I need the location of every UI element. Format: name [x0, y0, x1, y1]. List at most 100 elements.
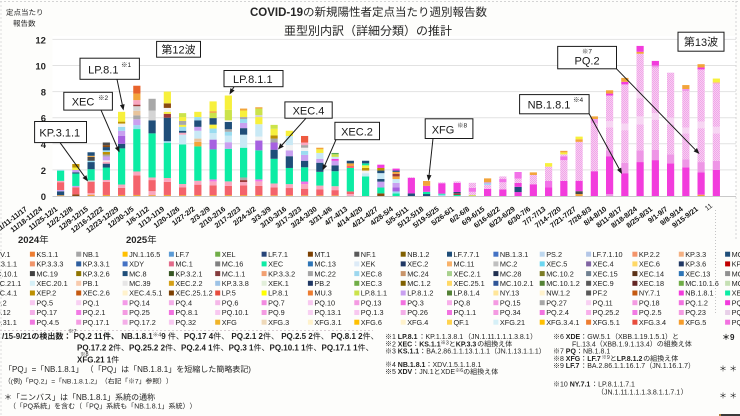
svg-text:NB.1.2: NB.1.2	[407, 250, 429, 259]
svg-text:KS.1.1: KS.1.1	[398, 349, 420, 356]
svg-text:XEC.14: XEC.14	[639, 269, 664, 278]
svg-text:PQ.2.5 2: PQ.2.5 2	[281, 332, 313, 341]
svg-text:6: 6	[560, 334, 564, 341]
svg-text:XDV.1.5.1.1.8.1: XDV.1.5.1.1.8.1	[433, 362, 482, 369]
svg-text:8: 8	[86, 352, 89, 358]
svg-text:COVID-19: COVID-19	[250, 7, 303, 19]
svg-text:11: 11	[704, 203, 714, 213]
svg-text:LF.7: LF.7	[587, 356, 601, 363]
svg-text:XFG.21 1: XFG.21 1	[77, 356, 112, 365]
svg-text:NY.13: NY.13	[500, 289, 519, 298]
svg-text:2025: 2025	[126, 235, 148, 246]
svg-text:MT.1: MT.1	[314, 250, 330, 259]
svg-text:MC.10.1.2: MC.10.1.2	[546, 279, 580, 288]
svg-text:MC.10.2: MC.10.2	[546, 269, 574, 278]
svg-text:XEC: XEC	[398, 341, 412, 348]
svg-text:4: 4	[158, 333, 161, 339]
svg-text:PQ.8.1 2: PQ.8.1 2	[331, 332, 363, 341]
svg-text:FL.13.4: FL.13.4	[572, 341, 596, 348]
svg-text:KS.1.1: KS.1.1	[419, 341, 441, 348]
svg-text:QF.1: QF.1	[454, 318, 469, 327]
svg-text:XE: XE	[732, 289, 740, 298]
svg-text:XFG.3.4.1: XFG.3.4.1	[546, 318, 579, 327]
svg-text:13: 13	[695, 37, 707, 49]
svg-text:XFG.4: XFG.4	[407, 318, 428, 327]
svg-text:KS.1.1: KS.1.1	[36, 250, 58, 259]
svg-text:): )	[20, 379, 22, 386]
svg-text:9: 9	[607, 355, 610, 361]
svg-text:7: 7	[560, 349, 564, 356]
svg-text:KP.1.1.3.8.1: KP.1.1.3.8.1	[426, 334, 464, 341]
svg-text:XEP.2: XEP.2	[36, 289, 56, 298]
svg-text:NB.1.8.1: NB.1.8.1	[134, 404, 161, 411]
svg-text:LP.8.1.1.7.1: LP.8.1.1.7.1	[598, 382, 635, 389]
svg-text:MC.19: MC.19	[36, 269, 58, 278]
svg-text:XEC.5: XEC.5	[546, 260, 567, 269]
svg-text:XDE: XDE	[441, 369, 456, 376]
svg-text:BA.2.86.1.1.16.1.7: BA.2.86.1.1.16.1.7	[587, 363, 645, 370]
svg-text:PQ.23: PQ.23	[685, 308, 706, 317]
svg-text:NB.1: NB.1	[83, 250, 99, 259]
svg-text:12: 12	[35, 35, 46, 46]
svg-text:PQ.34: PQ.34	[500, 308, 521, 317]
svg-text:NB.1.8.1: NB.1.8.1	[76, 393, 108, 402]
svg-text:PQ.2.5: PQ.2.5	[639, 308, 662, 317]
svg-text:MC.39: MC.39	[129, 279, 151, 288]
svg-text:LF.7.1.10: LF.7.1.10	[593, 250, 623, 259]
svg-text:PS.2: PS.2	[546, 250, 562, 259]
svg-text:PQ.10: PQ.10	[314, 298, 335, 307]
svg-text:MC.10.2.1: MC.10.2.1	[500, 279, 534, 288]
svg-text:KP.3.2.1: KP.3.2.1	[175, 269, 202, 278]
svg-text:MC.1: MC.1	[175, 260, 192, 269]
svg-text:XEC.21.1: XEC.21.1	[0, 279, 21, 288]
svg-text:PQ.6: PQ.6	[222, 298, 239, 307]
svg-text:PQ: PQ	[23, 404, 34, 411]
svg-text:8: 8	[41, 88, 46, 99]
svg-text:PQ.26: PQ.26	[407, 308, 428, 317]
svg-text:XEL: XEL	[222, 250, 236, 259]
svg-text:XFG.3.4: XFG.3.4	[639, 318, 666, 327]
svg-text:PQ.3 1: PQ.3 1	[229, 344, 254, 353]
svg-text:JN.1.16.1.7: JN.1.16.1.7	[652, 363, 688, 370]
svg-text:XDE: XDE	[566, 334, 581, 341]
svg-text:NB.1.8.1: NB.1.8.1	[398, 362, 426, 369]
svg-text:PQ.17 4: PQ.17 4	[184, 332, 214, 341]
svg-text:PQ.13: PQ.13	[361, 298, 382, 307]
svg-text:LP.8.1.4: LP.8.1.4	[454, 289, 480, 298]
svg-text:KP.3.3.2: KP.3.3.2	[268, 269, 295, 278]
svg-text:XEC.2: XEC.2	[341, 127, 373, 139]
svg-text:PQ: PQ	[102, 365, 114, 374]
svg-text:XEC.4: XEC.4	[293, 106, 325, 118]
svg-text:MC.28: MC.28	[500, 269, 522, 278]
svg-text:XFG: XFG	[222, 318, 237, 327]
svg-text:LF.7.7.1: LF.7.7.1	[454, 250, 480, 259]
svg-text:XEC.2: XEC.2	[407, 260, 428, 269]
svg-text:10: 10	[35, 62, 46, 73]
svg-text:5: 5	[392, 369, 396, 376]
svg-text:NB.1.8.1.2: NB.1.8.1.2	[62, 379, 94, 386]
svg-text:LP.8.1: LP.8.1	[398, 334, 418, 341]
svg-text:PQ.17: PQ.17	[36, 308, 57, 317]
svg-text:/15-9/21: /15-9/21	[2, 332, 32, 341]
svg-text:MC.13: MC.13	[314, 260, 336, 269]
svg-text:PQ.12: PQ.12	[0, 308, 11, 317]
svg-text:PQ.17.2: PQ.17.2	[129, 318, 156, 327]
svg-text:PQ.32: PQ.32	[175, 318, 196, 327]
svg-text:0: 0	[41, 192, 46, 203]
svg-text:MC.2: MC.2	[500, 260, 517, 269]
svg-text:=: =	[32, 365, 37, 374]
svg-text:BA.2.86.1.1.13.1.1.1: BA.2.86.1.1.13.1.1.1	[426, 349, 490, 356]
svg-text:2: 2	[392, 341, 396, 348]
svg-text:PQ.31.1: PQ.31.1	[0, 318, 17, 327]
svg-text:PQ: PQ	[732, 308, 740, 317]
svg-text:2: 2	[105, 95, 109, 102]
svg-text:XEC.6: XEC.6	[639, 260, 660, 269]
svg-text:6: 6	[460, 368, 463, 374]
svg-text:LP.8.1.2: LP.8.1.2	[407, 289, 433, 298]
svg-text:9: 9	[730, 333, 735, 342]
svg-text:XDY: XDY	[129, 260, 144, 269]
svg-text:XFG.21: XFG.21	[500, 318, 525, 327]
svg-text:XBB.1.9.1.13.4: XBB.1.9.1.13.4	[603, 341, 650, 348]
svg-text:PQ.1.2: PQ.1.2	[685, 298, 708, 307]
svg-text:4: 4	[41, 140, 47, 151]
